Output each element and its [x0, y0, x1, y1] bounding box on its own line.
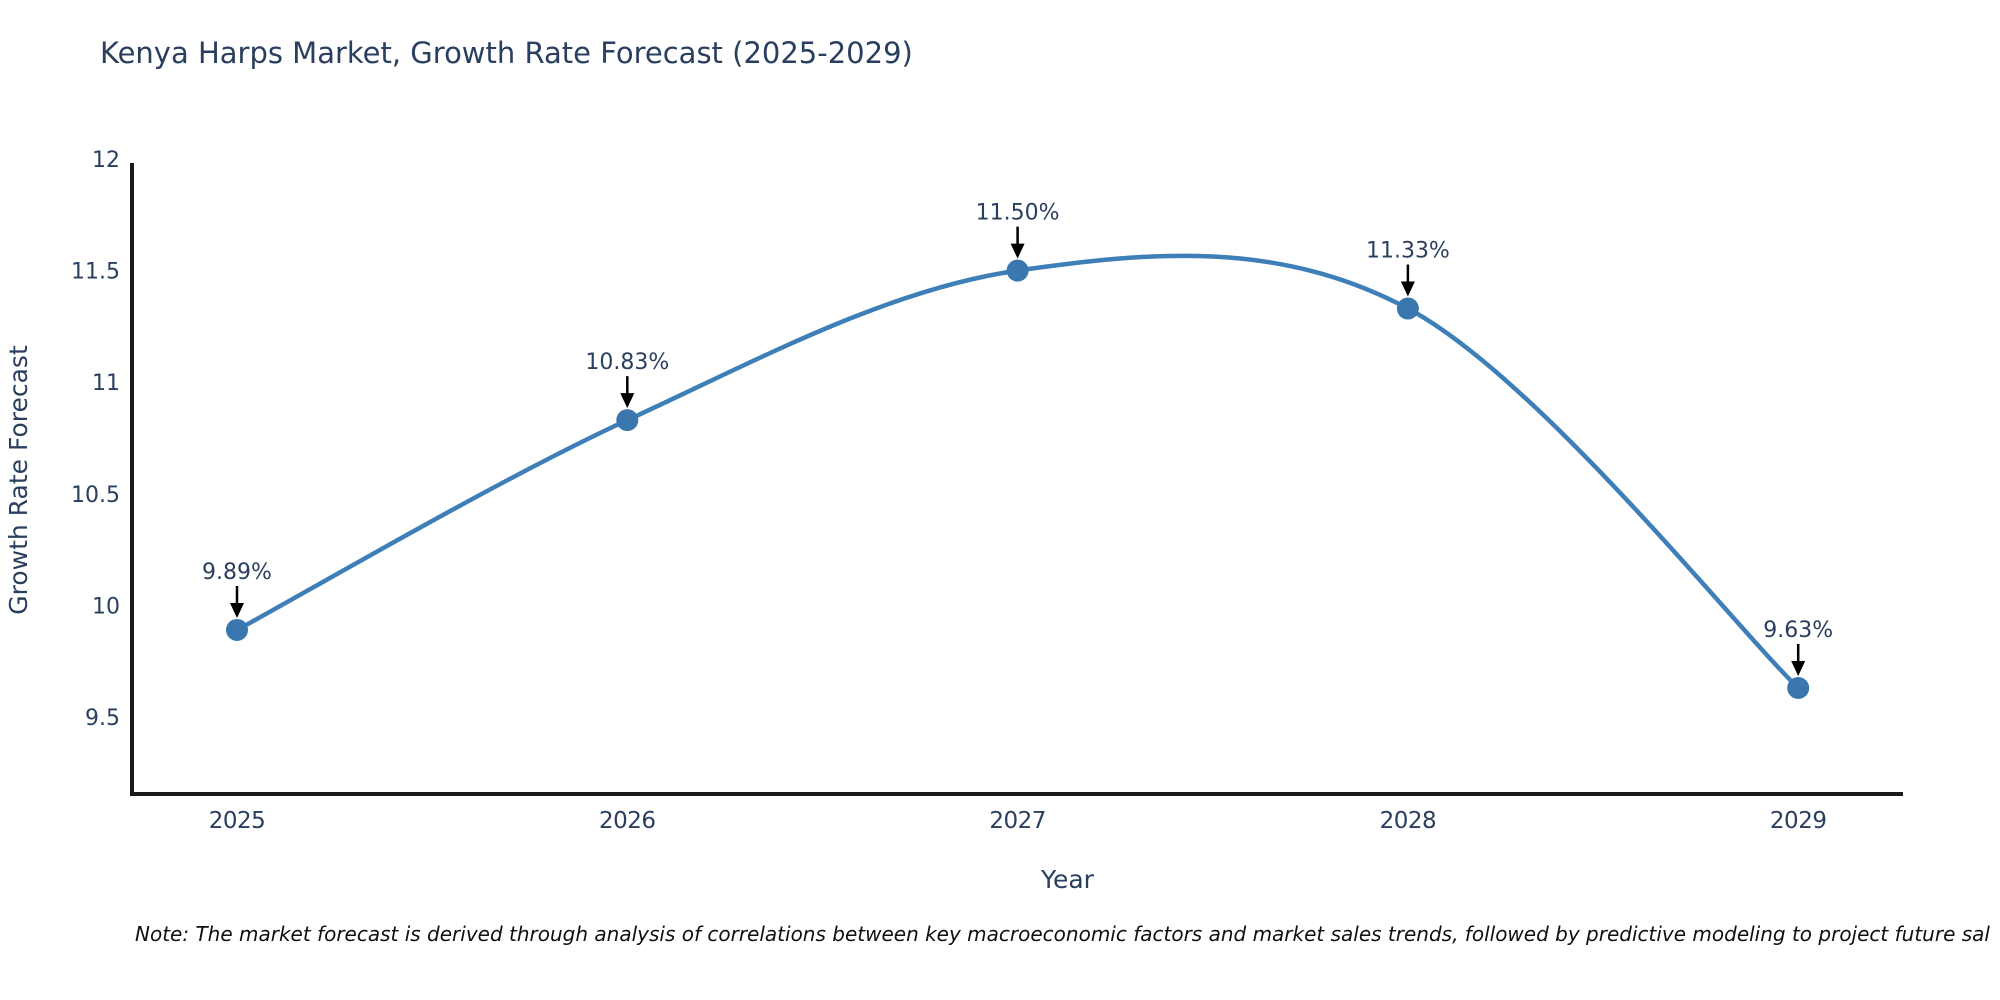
annotation-arrow-head — [1400, 281, 1415, 297]
y-tick-label: 10.5 — [71, 483, 120, 508]
x-tick-label: 2028 — [1380, 808, 1437, 834]
annotation-arrow-head — [230, 602, 244, 618]
x-tick-label: 2027 — [989, 808, 1046, 834]
y-tick-label: 11.5 — [71, 260, 120, 285]
x-axis-title: Year — [1040, 865, 1095, 894]
data-point-2028 — [1396, 297, 1419, 320]
data-point-label: 10.83% — [585, 350, 669, 375]
data-point-2026 — [616, 409, 639, 432]
y-tick-label: 12 — [92, 148, 120, 173]
annotation-arrow-head — [1791, 660, 1806, 676]
y-tick-label: 10 — [92, 594, 120, 619]
forecast-line — [234, 253, 1801, 691]
annotation-arrow-head — [620, 393, 635, 409]
annotation-arrow-head — [1010, 243, 1025, 259]
x-tick-label: 2026 — [599, 808, 656, 834]
x-tick-label: 2025 — [209, 808, 266, 834]
data-point-label: 9.63% — [1763, 618, 1833, 643]
footnote: Note: The market forecast is derived thr… — [135, 922, 1990, 946]
y-tick-label: 9.5 — [85, 706, 120, 731]
y-axis-title: Growth Rate Forecast — [4, 345, 33, 615]
data-point-label: 11.33% — [1366, 239, 1450, 264]
x-tick-label: 2029 — [1770, 808, 1827, 834]
data-point-2029 — [1787, 676, 1810, 699]
data-point-label: 9.89% — [202, 560, 272, 585]
data-point-2027 — [1006, 259, 1029, 282]
data-point-label: 11.50% — [976, 201, 1060, 226]
y-tick-label: 11 — [92, 371, 120, 396]
chart-title: Kenya Harps Market, Growth Rate Forecast… — [100, 36, 913, 70]
data-point-2025 — [226, 618, 248, 641]
